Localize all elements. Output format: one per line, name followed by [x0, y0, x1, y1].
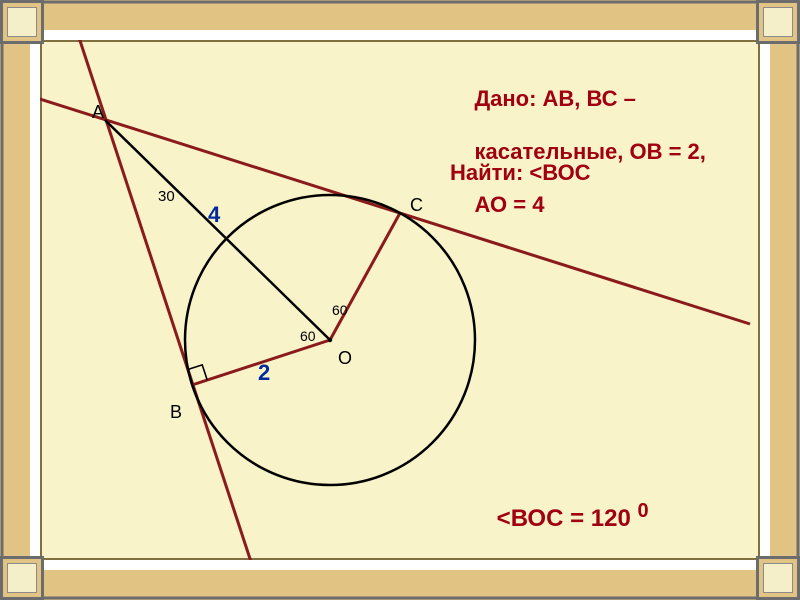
segment-ao: [105, 120, 330, 340]
geometry-diagram: [0, 0, 800, 600]
frame-corner-br: [756, 556, 800, 600]
frame-corner-tr: [756, 0, 800, 44]
frame-corner-bl: [0, 556, 44, 600]
tangent-line-ab: [66, 0, 276, 600]
slide-root: Дано: АВ, ВС – касательные, ОВ = 2, АО =…: [0, 0, 800, 600]
center-dot: [328, 338, 332, 342]
radius-ob: [192, 340, 330, 385]
radius-oc: [330, 213, 400, 340]
frame-corner-tl: [0, 0, 44, 44]
